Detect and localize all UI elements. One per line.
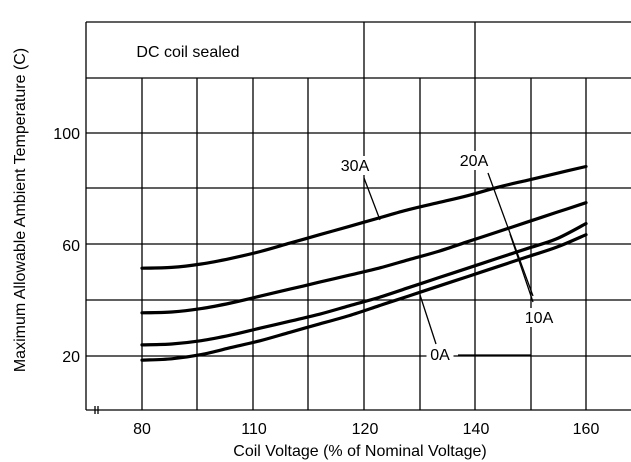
x-tick-label: 110 [241,421,267,438]
annotation-label: DC coil sealed [136,44,239,61]
x-tick-label: 160 [573,421,600,438]
chart-labels: 30A 20A 10A 0A [336,151,558,364]
series-label-30a: 30A [341,158,370,175]
y-tick-label: 20 [62,349,80,366]
series-label-background [455,151,493,170]
series-line-0a [140,233,588,362]
y-axis-title: Maximum Allowable Ambient Temperature (C… [12,48,29,372]
y-tick-label: 60 [62,238,80,255]
x-tick-label: 140 [463,421,490,438]
leader-line-0a [419,294,437,345]
y-tick-label: 100 [53,126,80,143]
leader-line-10a [509,233,534,303]
series-label-background [336,156,374,175]
series-line-30a [140,164,588,270]
x-tick-label: 80 [133,421,151,438]
leader-line-30a [363,177,381,221]
chart-frame [85,21,631,414]
x-tick-label: 120 [352,421,379,438]
series-line-20a [140,201,588,315]
series-label-background [520,308,558,327]
chart-series [140,164,588,362]
series-line-10a [140,222,588,347]
series-label-20a: 20A [460,153,489,170]
x-axis-title: Coil Voltage (% of Nominal Voltage) [233,443,486,460]
series-label-10a: 10A [525,310,554,327]
series-label-background [426,345,454,364]
series-label-0a: 0A [430,347,450,364]
